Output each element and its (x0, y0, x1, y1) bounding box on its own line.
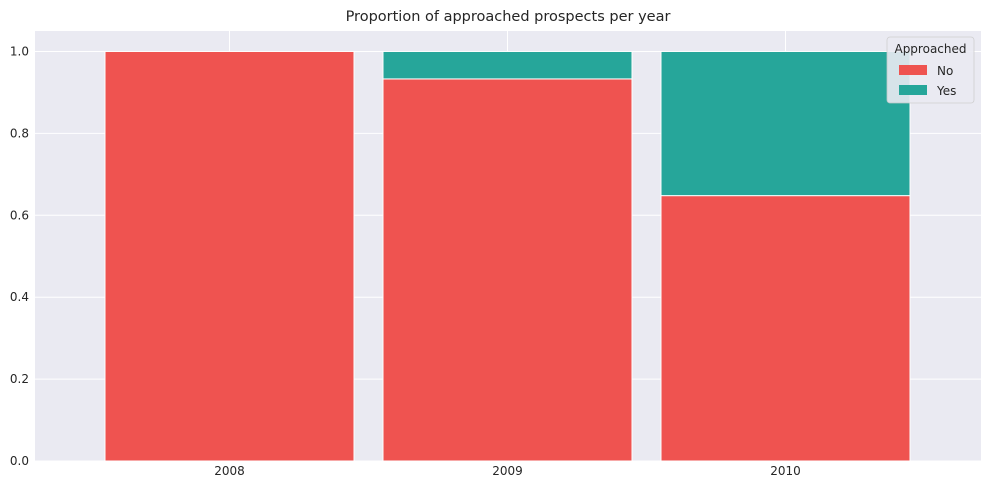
y-tick-label: 0.4 (10, 290, 29, 304)
bar-yes-2010 (660, 50, 911, 197)
x-axis-ticks: 2008 2009 2010 (214, 464, 801, 478)
bar-no-2009 (382, 78, 633, 462)
legend-swatch-no (899, 65, 927, 75)
y-tick-label: 0.0 (10, 454, 29, 468)
legend-label-no: No (937, 64, 953, 78)
bar-yes-2009 (382, 50, 633, 80)
x-tick-label: 2009 (492, 464, 523, 478)
x-tick-label: 2008 (214, 464, 245, 478)
legend-swatch-yes (899, 85, 927, 95)
bars (104, 50, 911, 462)
legend: Approached No Yes (886, 36, 975, 104)
bar-no-2010 (660, 195, 911, 462)
y-tick-label: 0.8 (10, 126, 29, 140)
y-tick-label: 0.2 (10, 372, 29, 386)
y-axis-ticks: 0.0 0.2 0.4 0.6 0.8 1.0 (10, 44, 29, 468)
legend-label-yes: Yes (936, 84, 956, 98)
y-tick-label: 1.0 (10, 44, 29, 58)
bar-no-2008 (104, 50, 355, 462)
chart-title: Proportion of approached prospects per y… (346, 9, 671, 25)
y-tick-label: 0.6 (10, 208, 29, 222)
legend-title: Approached (894, 42, 966, 56)
x-tick-label: 2010 (770, 464, 801, 478)
